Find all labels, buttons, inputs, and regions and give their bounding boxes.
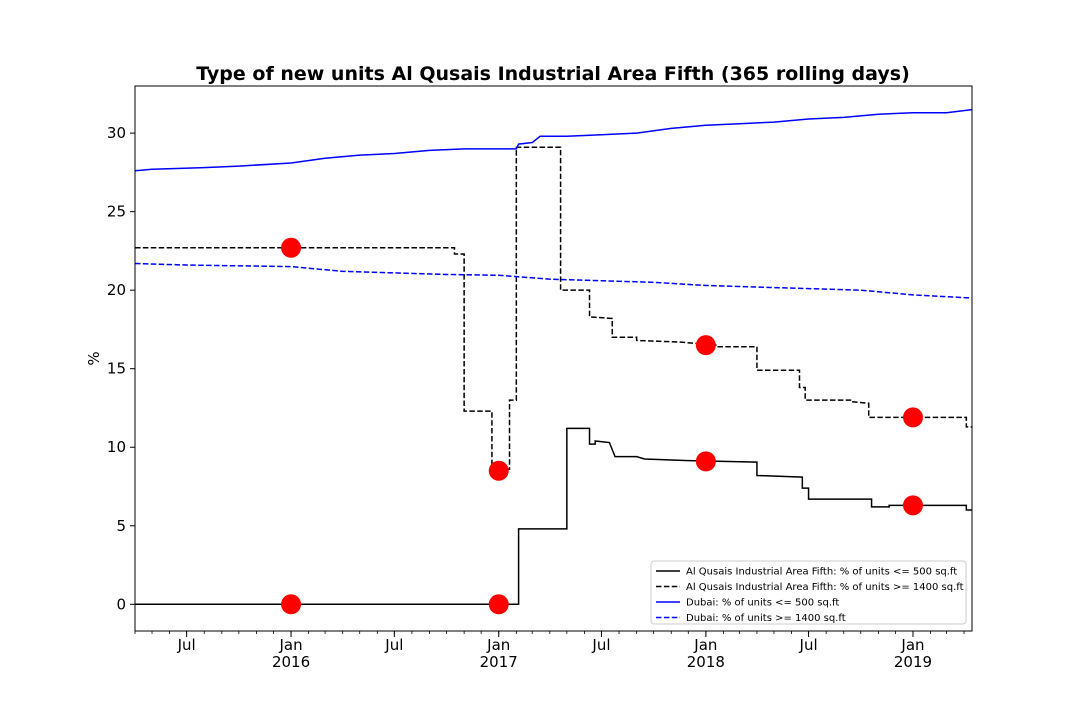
y-tick-label-30: 30 xyxy=(107,124,126,142)
x-tick-year-label: 2016 xyxy=(272,653,310,671)
legend-label-0: Al Qusais Industrial Area Fifth: % of un… xyxy=(686,567,957,578)
highlight-marker-6 xyxy=(902,407,923,428)
x-tick-label: Jul xyxy=(799,636,818,654)
y-tick-label-15: 15 xyxy=(107,360,126,378)
series-line-2 xyxy=(135,108,972,172)
highlight-marker-4 xyxy=(695,335,716,356)
x-tick-label: Jul xyxy=(384,636,403,654)
y-tick-label-0: 0 xyxy=(116,595,126,613)
legend-label-1: Al Qusais Industrial Area Fifth: % of un… xyxy=(686,582,964,593)
legend: Al Qusais Industrial Area Fifth: % of un… xyxy=(650,560,967,625)
y-tick-label-5: 5 xyxy=(116,517,126,535)
highlight-marker-2 xyxy=(488,460,509,481)
y-tick-label-10: 10 xyxy=(107,438,126,456)
highlight-marker-0 xyxy=(281,237,302,258)
highlight-marker-1 xyxy=(281,594,302,615)
x-tick-label: Jan xyxy=(900,636,924,654)
legend-label-2: Dubai: % of units <= 500 sq.ft xyxy=(686,598,839,609)
series-line-3 xyxy=(135,262,972,299)
plot-frame xyxy=(134,85,973,632)
x-tick-year-label: 2019 xyxy=(894,653,932,671)
x-tick-year-label: 2018 xyxy=(687,653,725,671)
y-tick-label-20: 20 xyxy=(107,281,126,299)
x-tick-year-label: 2017 xyxy=(480,653,518,671)
x-tick-label: Jul xyxy=(591,636,610,654)
highlight-marker-7 xyxy=(902,495,923,516)
series-line-1 xyxy=(135,146,972,470)
legend-box xyxy=(650,560,967,625)
x-tick-label: Jan xyxy=(693,636,717,654)
highlight-marker-5 xyxy=(695,451,716,472)
x-tick-label: Jul xyxy=(177,636,196,654)
highlight-marker-3 xyxy=(488,594,509,615)
y-tick-label-25: 25 xyxy=(107,203,126,221)
x-tick-label: Jan xyxy=(278,636,302,654)
chart-title: Type of new units Al Qusais Industrial A… xyxy=(196,63,910,85)
x-tick-label: Jan xyxy=(486,636,510,654)
y-axis-label: % xyxy=(85,351,103,365)
legend-label-3: Dubai: % of units >= 1400 sq.ft xyxy=(686,613,846,624)
